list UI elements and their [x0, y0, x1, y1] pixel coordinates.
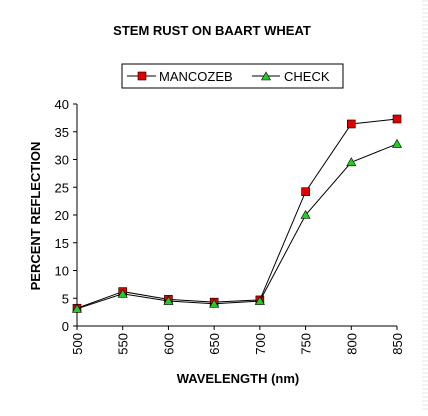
data-point-check [300, 209, 311, 219]
legend-marker-mancozeb [137, 71, 147, 81]
legend-label-mancozeb: MANCOZEB [159, 69, 233, 84]
data-point-mancozeb [346, 119, 356, 129]
y-tick-label: 40 [55, 97, 69, 112]
page-edge-strip [422, 0, 428, 411]
y-axis-label: PERCENT REFLECTION [28, 142, 43, 291]
legend-marker-check [260, 71, 272, 81]
series-line-check [76, 143, 398, 310]
data-point-check [209, 298, 220, 308]
series-layer [71, 114, 403, 313]
legend-item-mancozeb: MANCOZEB [127, 69, 233, 84]
data-point-check [391, 138, 403, 148]
legend: MANCOZEB CHECK [121, 63, 344, 89]
data-point-check [117, 288, 128, 298]
legend-item-check: CHECK [252, 69, 330, 84]
legend-box [121, 63, 344, 89]
x-tick-label: 750 [299, 333, 314, 355]
series-line-mancozeb [76, 118, 398, 309]
x-tick-label: 700 [253, 333, 268, 355]
y-tick-label: 30 [55, 153, 69, 168]
y-tick-label: 20 [55, 208, 69, 223]
y-tick-label: 35 [55, 125, 69, 140]
y-tick-label: 0 [62, 319, 69, 334]
data-point-check [163, 295, 174, 305]
y-tick-label: 5 [62, 291, 69, 306]
data-point-check [71, 303, 83, 313]
x-ticks: 500 550 600 650 700 750 800 850 [70, 326, 405, 355]
x-tick-label: 550 [116, 333, 131, 355]
chart-title: STEM RUST ON BAART WHEAT [113, 23, 311, 38]
y-ticks: 0 5 10 15 20 25 30 35 40 [55, 97, 77, 334]
data-point-mancozeb [392, 114, 402, 124]
legend-label-check: CHECK [284, 69, 330, 84]
data-point-mancozeb [301, 187, 310, 196]
data-point-check [346, 157, 357, 167]
x-tick-label: 850 [390, 333, 405, 355]
x-tick-label: 600 [161, 333, 176, 355]
x-tick-label: 500 [70, 333, 85, 355]
y-tick-label: 15 [55, 236, 69, 251]
y-tick-label: 25 [55, 180, 69, 195]
x-tick-label: 650 [207, 333, 222, 355]
x-tick-label: 800 [344, 333, 359, 355]
y-tick-label: 10 [55, 264, 69, 279]
data-point-check [254, 295, 265, 305]
x-axis-label: WAVELENGTH (nm) [177, 371, 300, 386]
